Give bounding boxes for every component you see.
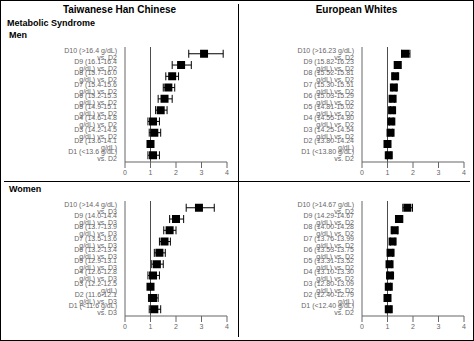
svg-text:4: 4 (462, 323, 466, 330)
svg-text:4: 4 (225, 169, 229, 176)
svg-text:1: 1 (149, 323, 153, 330)
svg-text:3: 3 (200, 169, 204, 176)
svg-text:D10 (>14.4 g/dL)vs. D3: D10 (>14.4 g/dL)vs. D3 (64, 201, 117, 215)
svg-text:3: 3 (437, 169, 441, 176)
svg-text:3: 3 (200, 323, 204, 330)
svg-text:4: 4 (225, 323, 229, 330)
svg-text:3: 3 (437, 323, 441, 330)
svg-text:1: 1 (149, 169, 153, 176)
svg-text:4: 4 (462, 169, 466, 176)
svg-text:1: 1 (386, 169, 390, 176)
svg-text:D10 (>16.23 g/dL)vs. D2: D10 (>16.23 g/dL)vs. D2 (297, 47, 354, 61)
svg-text:2: 2 (174, 323, 178, 330)
svg-text:D10 (>16.4 g/dL)vs. D2: D10 (>16.4 g/dL)vs. D2 (64, 47, 117, 61)
svg-text:0: 0 (360, 169, 364, 176)
svg-text:2: 2 (411, 169, 415, 176)
svg-text:2: 2 (411, 323, 415, 330)
svg-text:2: 2 (174, 169, 178, 176)
svg-text:0: 0 (123, 169, 127, 176)
svg-text:D10 (>14.67 g/dL)vs. D2: D10 (>14.67 g/dL)vs. D2 (297, 201, 354, 215)
svg-text:0: 0 (360, 323, 364, 330)
svg-text:0: 0 (123, 323, 127, 330)
svg-text:1: 1 (386, 323, 390, 330)
